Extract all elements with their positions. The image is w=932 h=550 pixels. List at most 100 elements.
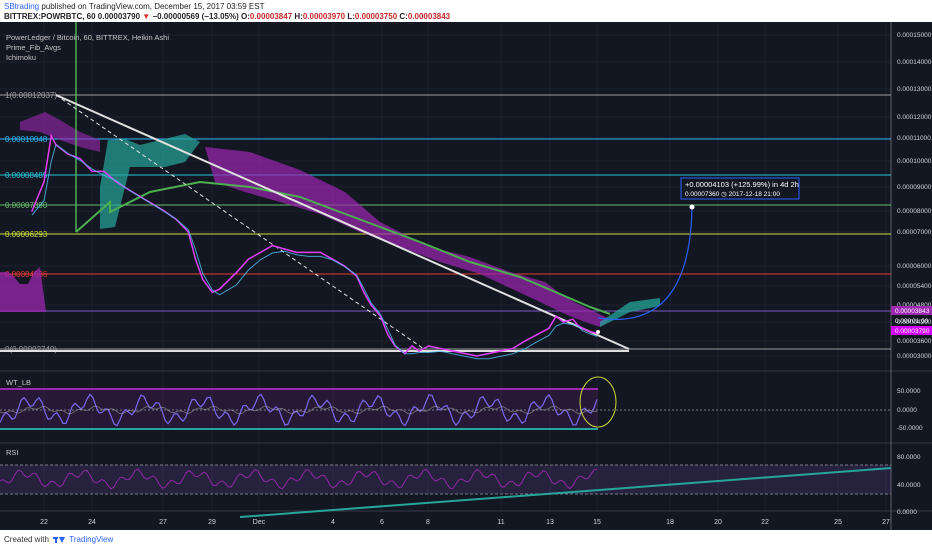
price-point [464,352,466,355]
price-point [319,251,322,254]
price-point [500,350,502,352]
wt-signal-line [0,405,598,415]
price-point [577,324,579,327]
price-point [555,315,557,318]
price-point [572,318,574,321]
projection-target-point[interactable] [689,204,695,210]
x-tick-label: 8 [426,519,430,526]
price-point [139,195,141,198]
wt-line [0,393,598,427]
x-tick-label: 24 [88,519,96,526]
ichimoku-cloud-upper [20,112,100,152]
projection-origin-point[interactable] [596,330,600,334]
y-tick-label: 0.00009000 [897,184,932,191]
rsi-tick-2: 0.0000 [897,509,917,516]
x-tick-label: 18 [666,519,674,526]
price-point [355,275,358,277]
price-point [235,271,238,274]
price-point [524,340,526,342]
wt-label[interactable]: WT_LB [6,378,31,387]
ohlc-open: 0.00003847 [249,12,293,21]
ohlc-h-label: H: [294,12,303,21]
ohlc-close: 0.00003843 [407,12,451,21]
ichimoku-cloud-left [0,267,46,312]
tradingview-brand-link[interactable]: TradingView [69,535,114,544]
author-link[interactable]: SBtrading [4,2,40,11]
y-tick-label: 0.00015000 [897,32,932,39]
conversion-line [31,143,598,360]
price-point [271,244,274,247]
rsi-line [0,468,598,490]
y-tick-label: 0.00010000 [897,158,932,165]
price-tag-current [891,306,932,315]
price-point [151,203,153,205]
wt-tick-2: -50.0000 [897,425,923,432]
x-tick-label: 6 [380,519,384,526]
price-point [536,333,538,336]
price-point [418,350,420,352]
x-tick-label: 15 [593,519,601,526]
indicator-fib-label[interactable]: Prime_Fib_Avgs [6,43,61,52]
price-point [307,251,310,254]
price-point [103,170,105,173]
wt-tick-1: 0.0000 [897,407,917,414]
price-point [343,265,346,267]
price-point [370,304,372,306]
price-tag-middle-text: 0.000 [895,318,912,325]
price-tag-current-text: 0.00003843 [895,308,930,315]
price-point [67,153,69,155]
tradingview-logo-icon [53,536,66,543]
y-tick-label: 0.00006000 [897,263,932,270]
price-chart[interactable]: 1(0.00012037) 0.00010048 0.00008485 0.00… [0,22,932,530]
price-point [387,333,389,336]
rsi-label[interactable]: RSI [6,448,19,457]
rsi-trendline [239,467,892,518]
ticker-change: −0.00000569 (−13.05%) [152,12,239,21]
price-point [331,258,334,260]
fib-label-1: 1(0.00012037) [5,91,57,100]
chart-area[interactable]: 1(0.00012037) 0.00010048 0.00008485 0.00… [0,22,932,530]
ohlc-high: 0.00003970 [302,12,346,21]
price-point [79,157,81,160]
price-point [187,231,190,233]
publish-text: published on TradingView.com, December 1… [41,2,265,11]
price-point [403,352,406,355]
baseline-curve [75,180,611,315]
y-tick-label: 0.00003000 [897,353,932,360]
chart-title: PowerLedger / Bitcoin, 60, BITTREX, Heik… [6,33,169,42]
indicator-ichimoku-label[interactable]: Ichimoku [6,53,36,62]
price-tag-lower [891,326,932,335]
wt-highlight-circle [579,376,617,428]
x-tick-label: 29 [208,519,216,526]
price-point [295,251,298,254]
y-tick-label: 0.00011000 [897,135,931,142]
trendline-dashed [55,94,425,350]
y-tick-label: 0.00012000 [897,114,932,121]
created-with-text: Created with [4,535,49,544]
price-point [379,315,382,318]
fib-label-6: 0.00004536 [5,270,48,279]
fib-label-5: 0.00006293 [5,230,48,239]
price-point [31,210,33,212]
rsi-tick-0: 80.0000 [897,454,921,461]
y-tick-label: 0.00004800 [897,302,932,309]
price-point [488,352,490,355]
annotation-line1: +0.00004103 (+125.99%) in 4d 2h [685,180,799,189]
price-point [259,251,262,254]
annotation-box[interactable]: +0.00004103 (+125.99%) in 4d 2h 0.000073… [680,177,800,200]
fib-label-2: 0.00010048 [5,135,48,144]
price-point [512,347,514,350]
x-tick-label: 22 [761,519,769,526]
ticker-symbol: BITTREX:POWRBTC, 60 [4,12,96,21]
price-point [476,355,478,357]
price-point [562,321,565,323]
x-tick-label: 25 [834,519,842,526]
price-point [50,135,52,137]
price-point [411,345,413,347]
y-tick-label: 0.00005400 [897,283,932,290]
ichimoku-cloud-green [100,134,200,229]
rsi-tick-1: 40.0000 [897,482,921,489]
y-tick-label: 0.00014000 [897,59,932,66]
price-point [55,144,57,146]
price-point [363,291,365,294]
